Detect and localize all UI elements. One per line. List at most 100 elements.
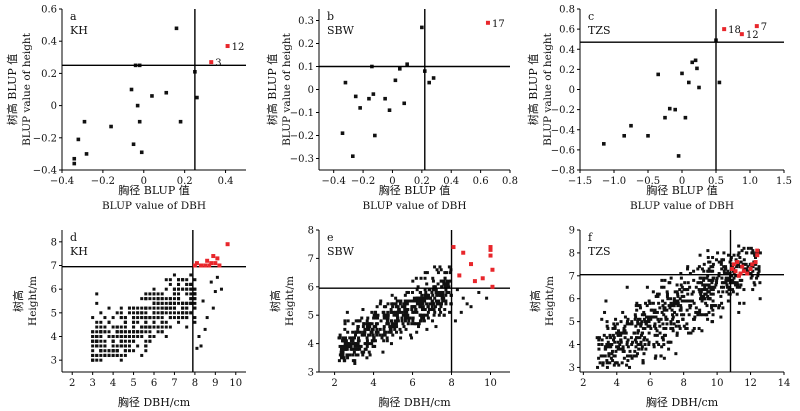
data-point	[597, 336, 601, 340]
data-point	[119, 358, 123, 362]
data-point	[614, 349, 618, 353]
data-point	[144, 297, 148, 301]
data-point	[727, 288, 731, 292]
data-point	[193, 287, 197, 291]
data-point	[660, 310, 664, 314]
data-point	[669, 301, 673, 305]
data-point	[707, 310, 711, 314]
data-point	[430, 308, 434, 312]
data-point	[172, 306, 176, 310]
data-point	[374, 325, 378, 329]
data-point	[416, 322, 420, 326]
data-point	[721, 290, 725, 294]
data-point	[181, 278, 185, 282]
data-point	[622, 326, 626, 330]
data-point	[620, 361, 624, 365]
data-point	[431, 279, 435, 283]
data-point	[665, 294, 669, 298]
data-point	[99, 311, 103, 315]
data-point	[371, 339, 375, 343]
data-point	[699, 297, 703, 301]
data-point	[423, 276, 427, 280]
data-point	[420, 299, 424, 303]
data-point	[168, 316, 172, 320]
data-point	[385, 319, 389, 323]
data-point	[609, 345, 613, 349]
data-point	[164, 311, 168, 315]
data-point	[177, 278, 181, 282]
data-point	[709, 288, 713, 292]
data-point	[430, 299, 434, 303]
data-point	[595, 336, 599, 340]
data-point	[711, 288, 715, 292]
data-point	[436, 302, 440, 306]
data-point	[702, 294, 706, 298]
data-point	[719, 260, 723, 264]
panel-letter: b	[327, 10, 334, 23]
data-point	[691, 329, 695, 333]
data-point	[185, 282, 189, 286]
data-point	[370, 342, 374, 346]
data-point	[103, 353, 107, 357]
data-point	[423, 293, 427, 297]
data-point	[91, 353, 95, 357]
data-point	[685, 308, 689, 312]
data-point	[636, 331, 640, 335]
data-point	[711, 265, 715, 269]
data-point	[107, 335, 111, 338]
data-point	[172, 301, 176, 305]
data-point	[439, 305, 443, 309]
data-point	[144, 339, 148, 343]
data-point	[710, 320, 714, 324]
data-point	[640, 347, 644, 351]
data-point	[343, 322, 347, 326]
data-point	[156, 311, 160, 315]
data-point	[645, 315, 649, 319]
data-point	[115, 325, 119, 329]
data-point	[623, 331, 627, 335]
data-point	[702, 262, 706, 266]
data-point	[446, 282, 450, 286]
data-point	[381, 333, 385, 337]
data-point	[435, 268, 439, 272]
data-point	[412, 310, 416, 314]
data-point	[665, 290, 669, 294]
data-point	[756, 251, 760, 255]
data-point	[626, 317, 630, 321]
data-point	[119, 335, 123, 338]
data-point	[719, 294, 723, 298]
data-point	[660, 278, 664, 282]
highlighted-point	[488, 245, 493, 250]
data-point	[703, 292, 707, 296]
data-point	[661, 299, 665, 303]
data-point	[152, 311, 156, 315]
data-point	[446, 290, 450, 294]
data-point	[684, 299, 688, 303]
data-point	[752, 281, 756, 285]
data-point	[729, 255, 733, 259]
data-point	[615, 361, 619, 365]
data-point	[388, 327, 392, 331]
data-point	[363, 347, 367, 351]
data-point	[688, 304, 692, 308]
data-point	[670, 304, 674, 308]
data-point	[355, 344, 359, 348]
highlighted-point	[480, 276, 485, 281]
data-point	[160, 292, 164, 296]
data-point	[754, 251, 758, 255]
data-point	[686, 288, 690, 292]
site-name: KH	[70, 245, 88, 258]
data-point	[181, 306, 185, 310]
data-point	[439, 268, 443, 272]
data-point	[615, 345, 619, 349]
data-point	[185, 316, 189, 320]
data-point	[672, 322, 676, 326]
data-point	[731, 278, 735, 282]
y-axis-label-en: Height/m	[284, 276, 296, 326]
data-point	[344, 339, 348, 343]
data-point	[638, 306, 642, 310]
data-point	[664, 315, 668, 319]
x-tick-label: 0	[679, 176, 685, 187]
highlighted-point	[748, 266, 753, 271]
data-point	[679, 308, 683, 312]
